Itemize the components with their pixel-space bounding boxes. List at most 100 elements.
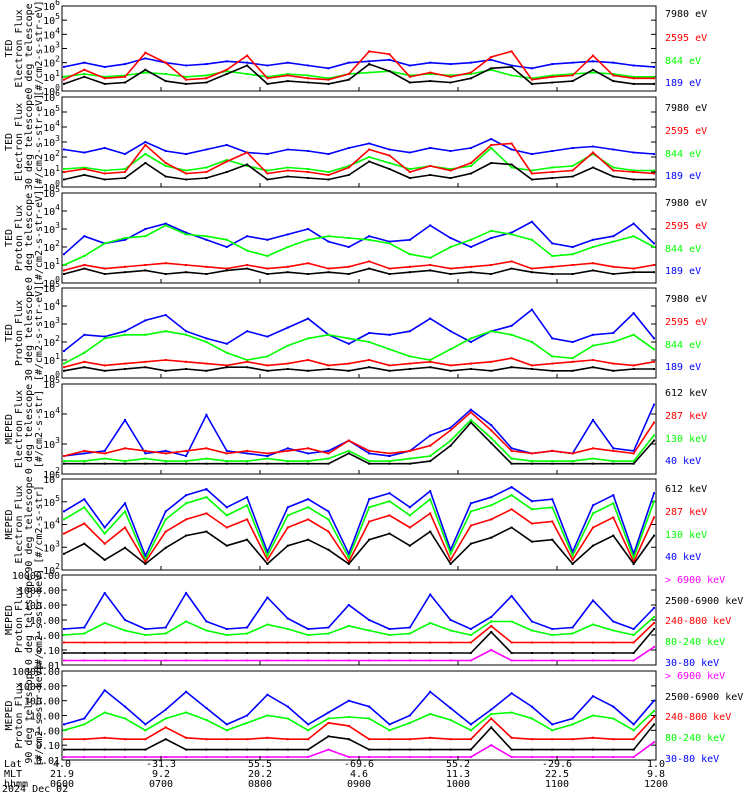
data-point — [490, 162, 493, 164]
data-point — [490, 616, 493, 618]
data-point — [551, 355, 554, 358]
data-point — [266, 748, 269, 751]
y-axis-label: TED — [4, 133, 15, 151]
data-point — [510, 449, 513, 452]
data-point — [286, 271, 289, 274]
data-point — [327, 235, 330, 238]
data-point — [205, 341, 208, 343]
y-tick-label: 100.00 — [24, 601, 60, 612]
data-point — [185, 330, 188, 333]
data-point — [469, 73, 472, 75]
data-point — [449, 426, 452, 429]
data-point — [266, 369, 269, 372]
y-tick-label: 0.10 — [36, 741, 60, 752]
data-point — [83, 61, 86, 64]
legend-entry: 189 eV — [665, 362, 701, 373]
series-black — [63, 526, 655, 566]
data-point — [551, 75, 554, 78]
data-point — [551, 628, 554, 630]
data-point — [368, 520, 371, 523]
legend-entry: 80-240 keV — [665, 637, 725, 648]
data-point — [63, 82, 65, 85]
data-point — [185, 178, 188, 181]
series-red — [64, 622, 655, 644]
data-point — [632, 748, 635, 751]
data-point — [368, 160, 371, 163]
data-point — [469, 729, 472, 732]
data-point — [83, 168, 86, 170]
data-point — [571, 253, 574, 256]
data-point — [164, 462, 167, 465]
data-point — [368, 506, 371, 509]
data-point — [449, 429, 452, 432]
data-point — [530, 540, 533, 543]
data-point — [327, 368, 330, 370]
data-point — [571, 717, 574, 720]
legend-entry: 612 keV — [665, 388, 707, 399]
data-point — [164, 359, 167, 361]
data-point — [307, 369, 310, 372]
data-point — [632, 222, 635, 225]
data-point — [266, 452, 269, 455]
data-point — [83, 255, 86, 257]
data-point — [63, 369, 65, 372]
data-point — [551, 337, 554, 340]
data-point — [266, 64, 269, 67]
data-point — [63, 628, 65, 630]
data-point — [63, 78, 65, 81]
data-point — [286, 659, 289, 662]
data-point — [469, 246, 472, 248]
data-point — [185, 75, 188, 78]
data-point — [571, 273, 574, 275]
data-point — [408, 626, 411, 629]
data-point — [63, 264, 65, 266]
data-point — [63, 552, 65, 555]
axis-row-label: hhmm — [4, 779, 28, 790]
data-point — [388, 58, 391, 61]
data-point — [653, 77, 655, 80]
data-point — [530, 717, 533, 720]
data-point — [164, 273, 167, 275]
data-point — [490, 67, 493, 70]
data-point — [510, 233, 513, 236]
data-point — [185, 711, 188, 714]
series-red — [63, 142, 655, 176]
series-black — [64, 628, 655, 654]
data-point — [205, 235, 208, 238]
data-point — [347, 604, 350, 606]
data-point — [490, 144, 493, 146]
data-point — [612, 166, 615, 169]
data-point — [164, 314, 167, 316]
data-point — [530, 308, 533, 311]
data-point — [327, 271, 330, 274]
data-point — [205, 148, 208, 151]
data-point — [63, 532, 65, 535]
data-point — [551, 506, 554, 509]
y-axis-label: [#/cm2-s-str-keV] — [34, 664, 45, 766]
data-point — [144, 652, 147, 654]
data-point — [327, 457, 330, 460]
data-point — [327, 449, 330, 452]
data-point — [653, 246, 655, 248]
y-axis-label: 90 deg telescope — [24, 476, 35, 572]
data-point — [530, 178, 533, 181]
data-point — [490, 713, 493, 716]
data-point — [449, 707, 452, 710]
data-point — [530, 271, 533, 274]
data-point — [368, 148, 371, 151]
data-point — [591, 153, 594, 155]
data-point — [469, 337, 472, 340]
data-point — [103, 592, 106, 594]
series-blue — [63, 404, 655, 457]
data-point — [124, 237, 127, 239]
legend-entry: 130 keV — [665, 530, 707, 541]
data-point — [225, 351, 228, 354]
data-point — [632, 452, 635, 455]
data-point — [205, 362, 208, 365]
data-point — [388, 168, 391, 170]
data-point — [63, 634, 65, 636]
data-point — [225, 729, 228, 732]
data-point — [83, 506, 86, 509]
data-point — [632, 462, 635, 465]
